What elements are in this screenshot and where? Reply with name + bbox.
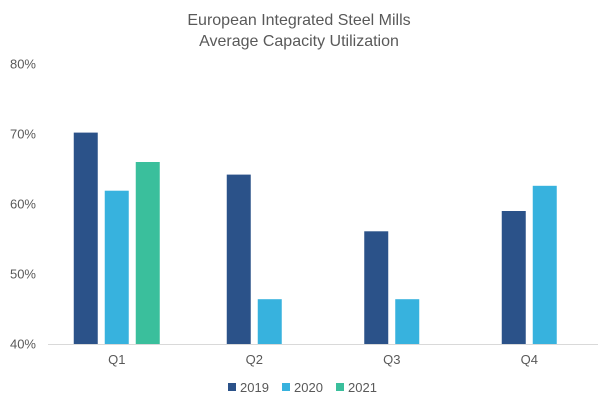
y-tick-label: 40%	[10, 337, 36, 352]
y-tick-label: 50%	[10, 267, 36, 282]
legend-swatch-2020	[282, 383, 290, 391]
chart-title: European Integrated Steel Mills Average …	[187, 12, 410, 50]
legend-label-2020: 2020	[294, 380, 323, 395]
bar-2020-q1	[104, 190, 129, 344]
bar-2019-q3	[364, 231, 389, 344]
x-axis: Q1 Q2 Q3 Q4	[48, 344, 598, 367]
y-axis: 40% 50% 60% 70% 80%	[10, 57, 36, 352]
legend-swatch-2021	[336, 383, 344, 391]
bar-2020-q2	[257, 299, 282, 344]
plot-area	[73, 132, 557, 344]
legend: 2019 2020 2021	[228, 380, 377, 395]
y-tick-label: 60%	[10, 197, 36, 212]
bar-2019-q1	[73, 132, 98, 344]
bar-2019-q2	[226, 174, 251, 344]
y-tick-label: 70%	[10, 127, 36, 142]
legend-label-2021: 2021	[348, 380, 377, 395]
y-tick-label: 80%	[10, 57, 36, 72]
x-tick-label: Q3	[383, 352, 400, 367]
chart-title-line-1: European Integrated Steel Mills	[187, 12, 410, 29]
legend-swatch-2019	[228, 383, 236, 391]
legend-label-2019: 2019	[240, 380, 269, 395]
bar-2020-q4	[532, 185, 557, 344]
chart-title-line-2: Average Capacity Utilization	[199, 33, 399, 50]
x-tick-label: Q2	[246, 352, 263, 367]
bar-2021-q1	[135, 162, 160, 344]
bar-2019-q4	[501, 211, 526, 344]
x-tick-label: Q1	[108, 352, 125, 367]
x-tick-label: Q4	[521, 352, 538, 367]
bar-2020-q3	[395, 299, 420, 344]
